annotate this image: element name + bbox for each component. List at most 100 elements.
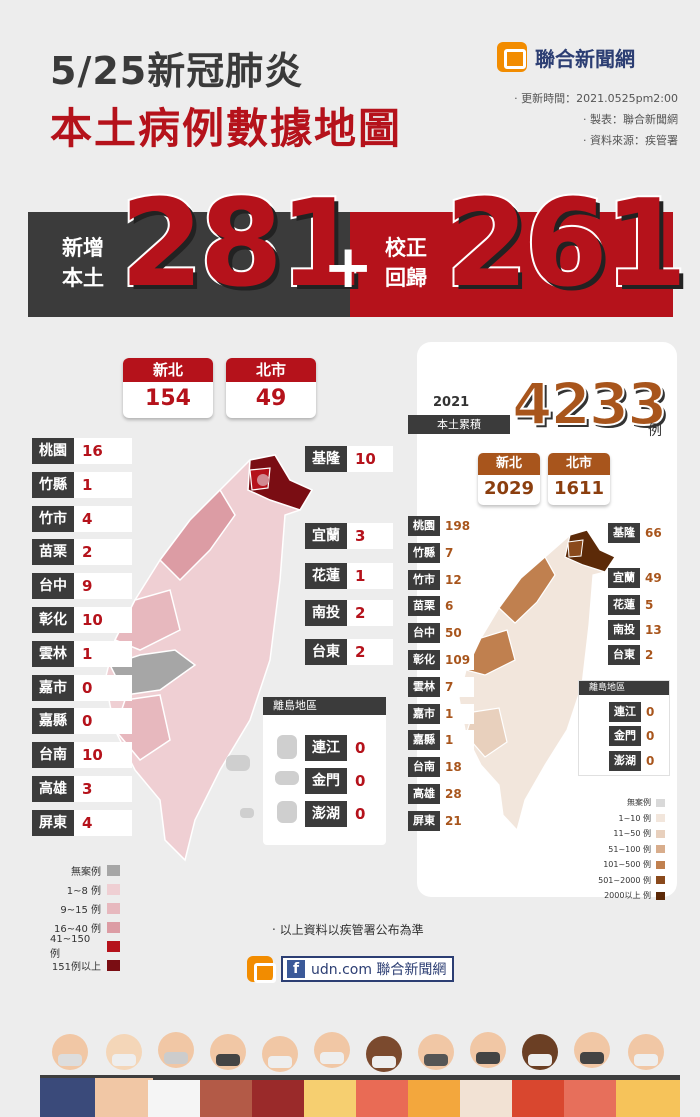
site-name: udn.com 聯合新聞網: [311, 962, 447, 978]
card-label: 北市: [226, 358, 316, 382]
legend-item: 16~40 例: [50, 918, 120, 937]
legend-label: 1~8 例: [66, 886, 101, 897]
county-count: 7: [440, 676, 474, 697]
list-item: 桃園 198: [408, 516, 474, 536]
penghu-island-shape: [277, 801, 297, 823]
legend-label: 無案例: [71, 867, 101, 878]
county-count: 198: [440, 516, 474, 536]
facebook-link[interactable]: f udn.com 聯合新聞網: [281, 956, 455, 982]
legend-swatch: [107, 884, 120, 895]
list-item: 連江 0: [609, 702, 667, 722]
county-count: 3: [74, 775, 132, 802]
card-new-taipei-cumulative: 新北 2029: [478, 453, 540, 505]
region-keelung-marker: [257, 474, 269, 486]
county-count: 6: [440, 596, 474, 617]
county-count: 4: [74, 505, 132, 532]
list-item: 台東 2: [305, 639, 393, 665]
list-item: 苗栗 2: [32, 539, 132, 566]
list-item: 屏東 4: [32, 809, 132, 836]
county-count: 28: [440, 783, 474, 804]
facebook-icon: f: [287, 960, 305, 978]
corrected-label-2: 回歸: [385, 266, 427, 290]
legend-label: 11~50 例: [613, 829, 651, 839]
county-name: 嘉市: [32, 674, 74, 701]
county-count: 1: [440, 703, 474, 724]
legend-swatch: [107, 960, 120, 971]
county-name: 竹市: [408, 569, 440, 590]
county-count: 0: [347, 735, 383, 761]
list-item: 嘉縣 0: [32, 708, 132, 735]
legend-swatch: [656, 860, 665, 869]
county-count: 0: [347, 801, 383, 827]
county-count: 2: [640, 645, 674, 665]
list-item: 台南 10: [32, 742, 132, 769]
card-label: 新北: [478, 453, 540, 475]
county-count: 66: [640, 523, 674, 543]
today-left-list: 桃園 16 竹縣 1 竹市 4 苗栗 2 台中 9 彰化 10 雲林 1 嘉市 0 嘉縣 0 台南…: [32, 438, 132, 836]
county-count: 2: [74, 539, 132, 566]
county-name: 花蓮: [608, 595, 640, 615]
county-name: 澎湖: [609, 751, 641, 771]
new-local-count: 281: [118, 175, 364, 314]
county-count: 109: [440, 649, 474, 670]
county-name: 竹縣: [32, 471, 74, 498]
county-count: 13: [640, 620, 674, 640]
list-item: 竹市 12: [408, 569, 474, 590]
legend-item: 101~500 例: [585, 857, 665, 873]
county-name: 雲林: [408, 676, 440, 697]
brand[interactable]: 聯合新聞網: [497, 42, 635, 72]
list-item: 連江 0: [305, 735, 383, 761]
list-item: 澎湖 0: [609, 751, 667, 771]
legend-label: 1~10 例: [618, 813, 651, 823]
legend-label: 2000以上 例: [604, 891, 651, 901]
county-count: 12: [440, 569, 474, 590]
legend-label: 無案例: [627, 798, 651, 808]
county-count: 0: [641, 726, 667, 746]
islands-title: 離島地區: [579, 681, 669, 695]
list-item: 基隆 10: [305, 446, 393, 472]
county-name: 高雄: [32, 775, 74, 802]
county-name: 台中: [32, 573, 74, 600]
kinmen-shape: [275, 771, 299, 785]
legend-label: 41~150 例: [50, 933, 91, 960]
islands-box-cumulative: 離島地區 連江 0 金門 0 澎湖 0: [578, 680, 670, 776]
list-item: 嘉縣 1: [408, 730, 474, 751]
county-count: 7: [440, 542, 474, 563]
county-count: 9: [74, 573, 132, 600]
county-name: 連江: [305, 735, 347, 761]
county-name: 宜蘭: [305, 523, 347, 549]
county-count: 10: [74, 742, 132, 769]
list-item: 澎湖 0: [305, 801, 383, 827]
legend-item: 1~8 例: [50, 880, 120, 899]
county-count: 18: [440, 757, 474, 778]
matsu-shape: [277, 735, 297, 759]
new-label-2: 本土: [62, 266, 104, 290]
county-name: 高雄: [408, 783, 440, 804]
card-taipei-today: 北市 49: [226, 358, 316, 418]
county-name: 嘉市: [408, 703, 440, 724]
county-name: 竹縣: [408, 542, 440, 563]
list-item: 基隆 66: [608, 523, 674, 543]
masked-people-illustration: [40, 1032, 680, 1117]
county-count: 16: [74, 438, 132, 464]
list-item: 彰化 10: [32, 606, 132, 633]
cumulative-total: 4233: [511, 369, 668, 439]
county-name: 基隆: [608, 523, 640, 543]
list-item: 嘉市 0: [32, 674, 132, 701]
county-count: 0: [641, 702, 667, 722]
legend-item: 9~15 例: [50, 899, 120, 918]
county-count: 1: [440, 730, 474, 751]
list-item: 屏東 21: [408, 810, 474, 831]
list-item: 宜蘭 49: [608, 568, 674, 588]
county-name: 花蓮: [305, 563, 347, 589]
list-item: 花蓮 1: [305, 563, 393, 589]
legend-item: 11~50 例: [585, 826, 665, 842]
list-item: 高雄 3: [32, 775, 132, 802]
list-item: 台東 2: [608, 645, 674, 665]
islands-title: 離島地區: [263, 697, 386, 715]
county-name: 基隆: [305, 446, 347, 472]
list-item: 宜蘭 3: [305, 523, 393, 549]
county-count: 0: [347, 768, 383, 794]
card-taipei-cumulative: 北市 1611: [548, 453, 610, 505]
card-value: 2029: [483, 478, 535, 499]
